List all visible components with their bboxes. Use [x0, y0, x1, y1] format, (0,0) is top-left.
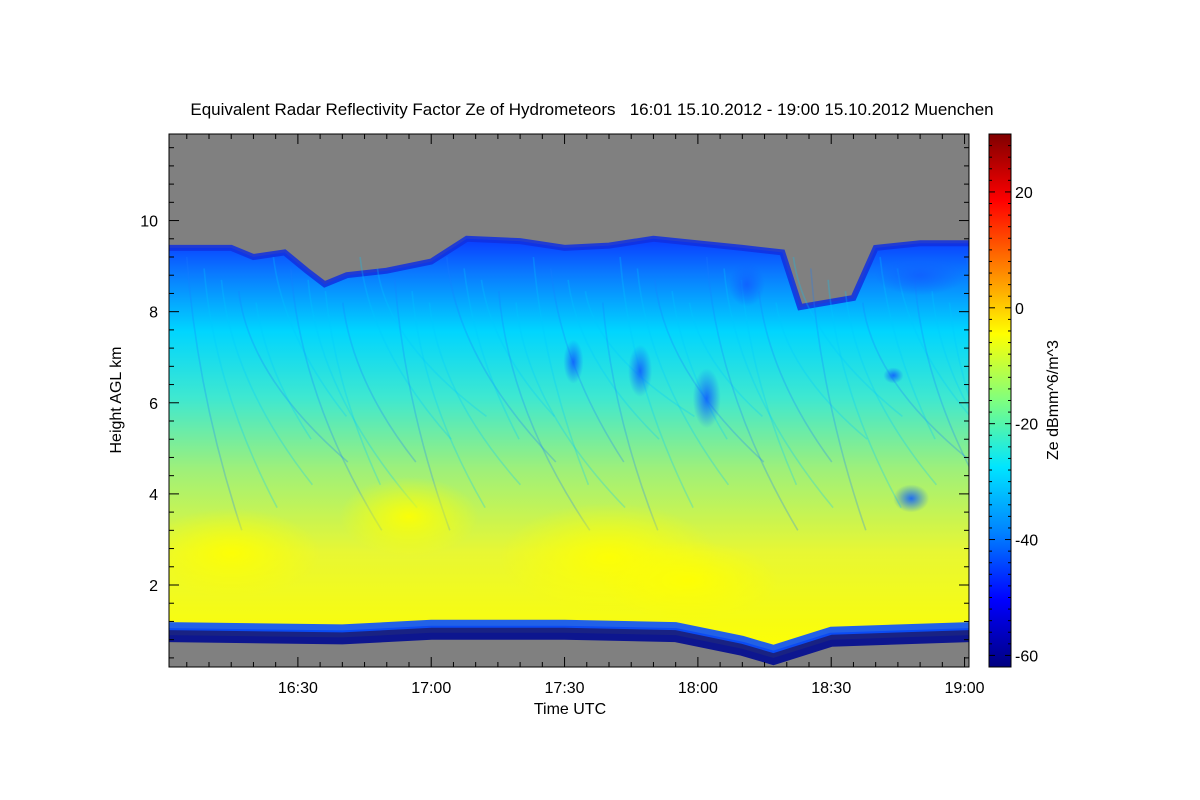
- fall-streak: [602, 302, 659, 531]
- high-reflectivity-core: [169, 508, 322, 599]
- fall-streak: [186, 256, 243, 531]
- cloud-echo-region: [169, 238, 969, 658]
- cloud-base-band: [169, 619, 969, 654]
- fall-streak: [515, 302, 626, 509]
- fall-streak: [810, 268, 867, 531]
- low-reflectivity-pocket: [875, 255, 966, 296]
- fall-streak: [272, 256, 348, 417]
- fall-streak: [498, 291, 591, 531]
- fall-streak: [567, 279, 660, 440]
- fall-streak: [428, 302, 521, 486]
- fall-streak: [914, 279, 969, 468]
- chart-title: Equivalent Radar Reflectivity Factor Ze …: [190, 100, 993, 119]
- colorbar-tick-label: 0: [1015, 301, 1024, 318]
- fall-streak: [931, 291, 969, 410]
- y-tick-label: 4: [149, 487, 158, 504]
- colorbar-label: Ze dBmm^6/m^3: [1045, 340, 1062, 460]
- colorbar-tick-label: -60: [1015, 648, 1038, 665]
- y-tick-label: 10: [140, 214, 158, 231]
- echo-structure: [169, 235, 969, 666]
- fall-streak: [463, 268, 520, 440]
- fall-streak: [792, 256, 903, 418]
- fall-streak: [411, 291, 486, 509]
- y-tick-label: 6: [149, 396, 158, 413]
- fall-streak: [844, 291, 938, 486]
- fall-streak: [758, 291, 833, 463]
- fall-streak: [342, 302, 417, 463]
- x-tick-label: 16:30: [278, 680, 318, 697]
- low-reflectivity-pocket: [563, 339, 584, 384]
- cloud-base-edge: [169, 625, 969, 666]
- fall-streak: [324, 291, 382, 486]
- colorbar-ticks: 20 0 -20 -40 -60: [989, 133, 1038, 665]
- fall-streak: [584, 291, 695, 418]
- y-tick-label: 2: [149, 578, 158, 595]
- fall-streak: [775, 302, 868, 440]
- fall-streak: [359, 256, 452, 440]
- fall-streak: [480, 279, 555, 417]
- x-tick-label: 19:00: [945, 680, 985, 697]
- x-tick-label: 17:00: [411, 680, 451, 697]
- fall-streak: [532, 256, 590, 486]
- low-reflectivity-pocket: [883, 367, 904, 384]
- x-axis: 16:30 17:00 17:30 18:00 18:30 19:00: [186, 134, 985, 697]
- y-axis: 2 4 6 8 10: [140, 147, 969, 659]
- low-reflectivity-pocket: [893, 484, 930, 513]
- plot-area: [169, 134, 969, 667]
- fall-streak: [723, 268, 834, 509]
- x-axis-label: Time UTC: [534, 701, 606, 718]
- fall-streak: [203, 268, 278, 508]
- low-reflectivity-pocket: [728, 262, 765, 307]
- fall-streak: [827, 279, 902, 508]
- fall-streak: [636, 268, 730, 486]
- high-reflectivity-core: [599, 540, 779, 621]
- fall-streak: [671, 291, 728, 440]
- fall-streak: [255, 302, 312, 440]
- fall-streak: [220, 279, 314, 486]
- low-reflectivity-pocket: [628, 344, 653, 397]
- fall-streak: [238, 291, 349, 463]
- cloud-top-edge: [169, 235, 969, 311]
- fall-streak: [688, 302, 763, 417]
- x-tick-label: 18:00: [678, 680, 718, 697]
- fall-streak: [706, 256, 799, 531]
- fall-streak: [948, 302, 969, 400]
- colorbar: [988, 133, 1012, 668]
- y-tick-label: 8: [149, 305, 158, 322]
- low-reflectivity-pocket: [692, 368, 721, 429]
- fall-streak: [376, 268, 487, 418]
- x-tick-label: 18:30: [811, 680, 851, 697]
- y-axis-label: Height AGL km: [108, 346, 125, 453]
- plot-frame: [168, 133, 970, 668]
- fall-streak: [654, 279, 765, 463]
- colorbar-tick-label: -20: [1015, 417, 1038, 434]
- fall-streak: [446, 256, 557, 463]
- colorbar-tick-label: -40: [1015, 533, 1038, 550]
- x-tick-label: 17:30: [545, 680, 585, 697]
- colorbar-tick-label: 20: [1015, 185, 1033, 202]
- high-reflectivity-core: [339, 476, 479, 557]
